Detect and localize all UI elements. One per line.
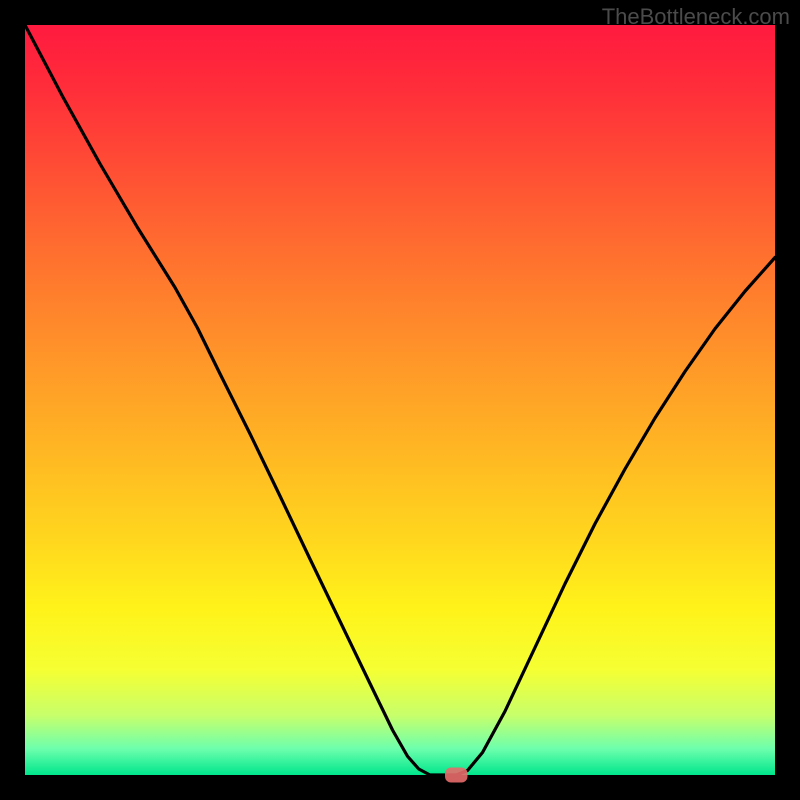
bottleneck-chart: TheBottleneck.com (0, 0, 800, 800)
chart-svg (0, 0, 800, 800)
watermark-label: TheBottleneck.com (602, 4, 790, 30)
